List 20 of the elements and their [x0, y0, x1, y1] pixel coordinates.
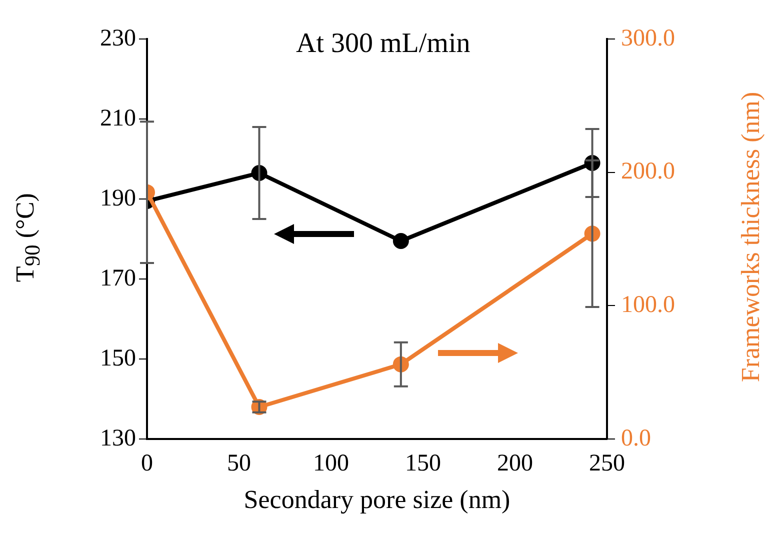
x-tick-label: 100 [313, 450, 349, 477]
x-axis-title: Secondary pore size (nm) [244, 485, 510, 514]
y2-tick-label: 300.0 [621, 25, 675, 52]
point [392, 233, 409, 249]
y-tick-label: 150 [100, 345, 136, 372]
x-tick-label: 0 [141, 450, 153, 477]
y-tick-label: 210 [100, 105, 136, 132]
y-tick-label: 190 [100, 185, 136, 212]
y-tick-label: 130 [100, 425, 136, 452]
x-tick-label: 50 [227, 450, 251, 477]
x-tick-label: 200 [497, 450, 533, 477]
y2-tick-label: 200.0 [621, 158, 675, 185]
y2-tick-label: 0.0 [621, 425, 651, 452]
y2-axis-title: Frameworks thickness (nm) [736, 90, 766, 384]
y2-tick-label: 100.0 [621, 292, 675, 318]
annotation: At 300 mL/min [296, 28, 470, 60]
y-tick-label: 230 [100, 25, 136, 52]
y-tick-label: 170 [100, 265, 136, 292]
x-tick-label: 250 [589, 450, 625, 477]
x-tick-label: 150 [405, 450, 441, 477]
